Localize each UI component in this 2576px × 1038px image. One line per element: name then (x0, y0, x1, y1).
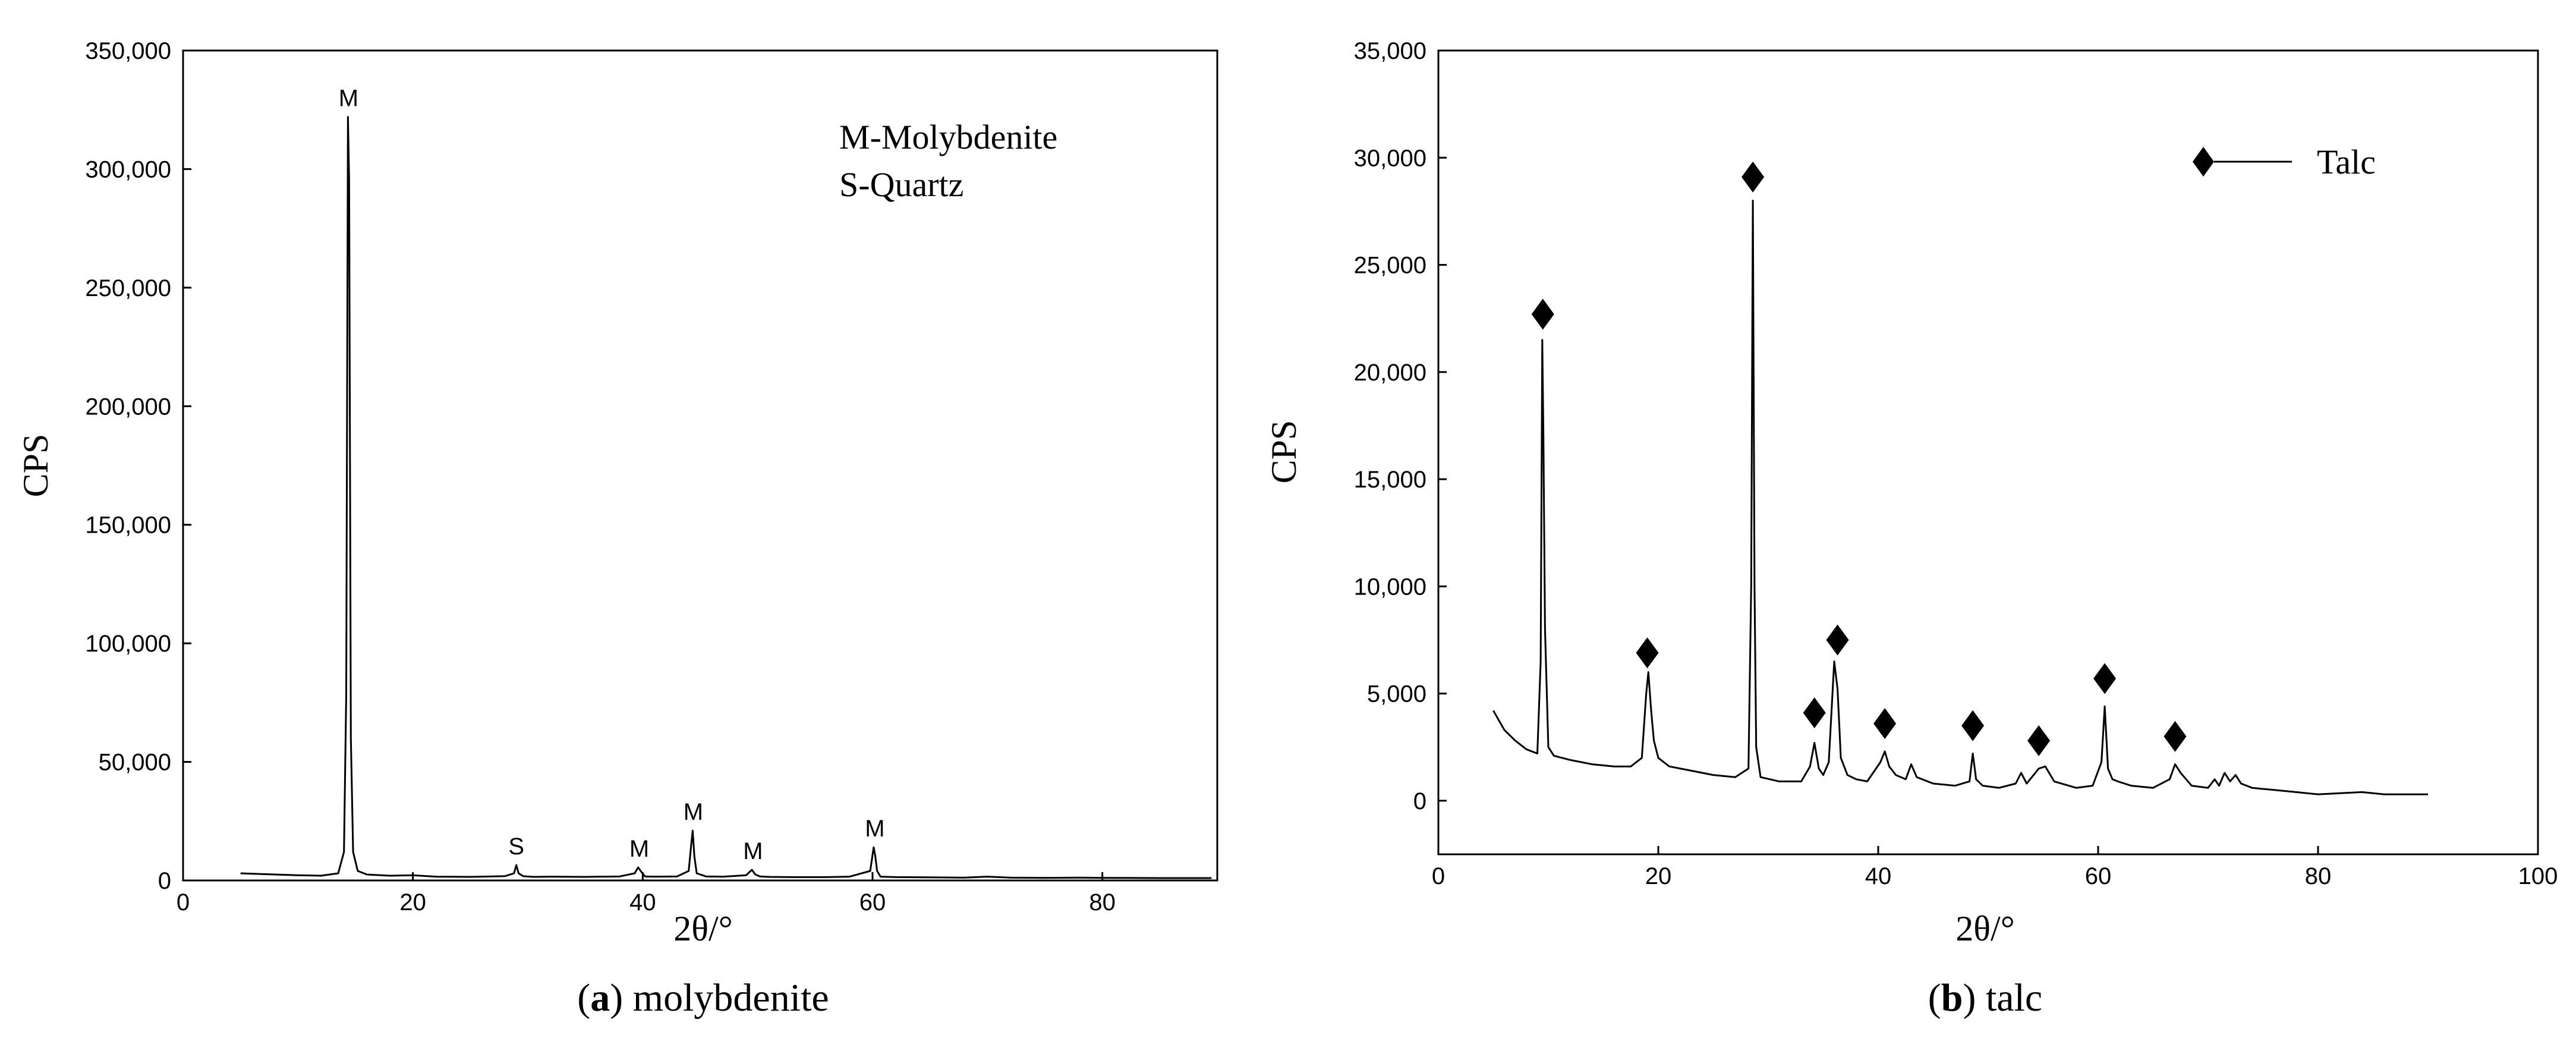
legend-entry: M-Molybdenite (839, 118, 1057, 156)
x-tick-label: 60 (859, 889, 886, 916)
panel-caption: (b) talc (1928, 976, 2042, 1020)
diamond-marker-icon (1636, 637, 1659, 669)
caption-open: ( (577, 976, 590, 1020)
diamond-marker-icon (1961, 710, 1985, 741)
legend-entry: S-Quartz (839, 165, 963, 204)
x-tick-label: 0 (177, 889, 190, 916)
caption-letter: b (1941, 976, 1963, 1020)
plot-frame (1437, 49, 2539, 855)
y-tick-label: 20,000 (1354, 360, 1426, 386)
panel-caption: (a) molybdenite (577, 976, 829, 1020)
y-tick-label: 350,000 (85, 38, 171, 64)
caption-text: ) talc (1963, 976, 2042, 1020)
y-tick-label: 50,000 (99, 750, 171, 776)
y-tick-label: 35,000 (1354, 38, 1426, 64)
y-tick-label: 5,000 (1367, 681, 1426, 707)
diamond-marker-icon (2164, 721, 2187, 752)
peak-annotations: M S M M M M (339, 86, 885, 864)
plot-frame (182, 49, 1218, 882)
x-tick-label: 20 (399, 889, 426, 916)
x-tick-label: 80 (1089, 889, 1116, 916)
legend-diamond-icon (2193, 147, 2214, 177)
y-tick-label: 100,000 (85, 631, 171, 657)
y-tick-label: 10,000 (1354, 574, 1426, 600)
diamond-marker-icon (1826, 624, 1849, 656)
caption-open: ( (1928, 976, 1941, 1020)
y-axis-ticks: 0 5,000 10,000 15,000 20,000 25,000 30,000 35,0… (1354, 38, 1447, 814)
diamond-marker-icon (2027, 725, 2051, 756)
xrd-series-line (1492, 199, 2428, 795)
series-layer (1492, 199, 2428, 795)
x-axis-ticks: 0 20 40 60 80 (177, 872, 1116, 916)
x-tick-label: 40 (629, 889, 656, 916)
diamond-marker-icon (1742, 161, 1765, 193)
peak-label: M (339, 86, 358, 112)
series-layer (240, 116, 1212, 879)
x-axis-title: 2θ/° (1955, 909, 2014, 948)
y-tick-label: 150,000 (85, 512, 171, 539)
y-tick-label: 300,000 (85, 156, 171, 183)
diamond-marker-icon (1873, 708, 1897, 740)
y-tick-label: 200,000 (85, 394, 171, 420)
diamond-marker-icon (1803, 697, 1826, 729)
peak-label: M (684, 799, 703, 825)
peak-label: S (508, 833, 524, 860)
x-tick-label: 60 (2085, 863, 2112, 889)
diamond-marker-icon (2093, 663, 2117, 694)
y-tick-label: 30,000 (1354, 145, 1426, 171)
talc-peak-markers (1531, 161, 2187, 756)
x-tick-label: 0 (1432, 863, 1445, 889)
x-axis-title: 2θ/° (673, 909, 732, 948)
x-tick-label: 80 (2305, 863, 2332, 889)
legend-entry: Talc (2317, 143, 2376, 181)
y-axis-title: CPS (1264, 420, 1303, 484)
x-tick-label: 100 (2518, 863, 2558, 889)
y-axis-title: CPS (16, 434, 55, 498)
peak-label: M (629, 836, 649, 862)
peak-label: M (743, 838, 763, 864)
panel-a-molybdenite: 0 20 40 60 80 0 50,000 100,000 150,000 200,000 25… (16, 38, 1218, 1020)
y-tick-label: 0 (158, 868, 171, 894)
x-tick-label: 20 (1645, 863, 1672, 889)
caption-text: ) molybdenite (610, 976, 829, 1020)
xrd-series-line (240, 116, 1212, 879)
panel-b-talc: 0 20 40 60 80 100 0 5,000 10,000 15,000 20,000 25,… (1264, 38, 2558, 1020)
diamond-marker-icon (1531, 298, 1554, 330)
x-tick-label: 40 (1865, 863, 1892, 889)
legend: Talc (2193, 143, 2376, 181)
y-tick-label: 15,000 (1354, 467, 1426, 493)
y-tick-label: 25,000 (1354, 253, 1426, 279)
y-tick-label: 250,000 (85, 275, 171, 301)
y-tick-label: 0 (1413, 788, 1426, 814)
peak-label: M (865, 816, 884, 842)
caption-letter: a (590, 976, 610, 1020)
x-axis-ticks: 0 20 40 60 80 100 (1432, 846, 2558, 889)
y-axis-ticks: 0 50,000 100,000 150,000 200,000 250,000 300,0… (85, 38, 191, 894)
